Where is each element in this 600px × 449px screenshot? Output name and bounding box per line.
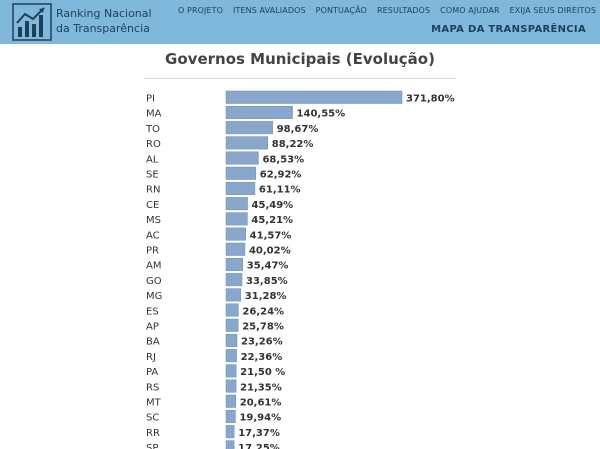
category-label-al: AL [146, 154, 159, 165]
category-label-es: ES [146, 306, 159, 317]
chart-title: Governos Municipais (Evolução) [165, 50, 435, 68]
category-label-go: GO [146, 276, 162, 287]
category-label-sp: SP [146, 443, 158, 449]
nav-pontuacao[interactable]: PONTUAÇÃO [315, 6, 367, 15]
logo-chart-icon[interactable] [12, 3, 52, 41]
bar-to[interactable] [225, 121, 273, 135]
bar-ce[interactable] [225, 197, 248, 211]
bar-sp[interactable] [225, 440, 235, 449]
bar-mg[interactable] [225, 288, 242, 302]
nav-resultados[interactable]: RESULTADOS [376, 6, 431, 15]
category-label-ma: MA [146, 109, 162, 120]
value-label-pi: 371,80% [406, 94, 455, 105]
category-label-ro: RO [146, 139, 161, 150]
bar-mt[interactable] [225, 394, 237, 408]
category-label-am: AM [146, 261, 161, 272]
category-label-pi: PI [146, 94, 155, 105]
category-label-rj: RJ [146, 352, 156, 363]
value-label-ma: 140,55% [297, 109, 346, 120]
value-label-al: 68,53% [262, 154, 304, 165]
value-label-ap: 25,78% [242, 322, 284, 333]
category-label-se: SE [146, 170, 159, 181]
value-label-am: 35,47% [247, 261, 289, 272]
value-label-se: 62,92% [260, 170, 302, 181]
main-nav: O PROJETO ITENS AVALIADOS PONTUAÇÃO RESU… [178, 6, 596, 20]
value-label-rr: 17,37% [238, 428, 280, 439]
value-label-ba: 23,26% [241, 337, 283, 348]
value-label-mt: 20,61% [240, 398, 282, 409]
bar-pi[interactable] [225, 90, 403, 104]
value-label-sp: 17,25% [238, 443, 280, 449]
value-label-mg: 31,28% [245, 291, 287, 302]
bar-sc[interactable] [225, 409, 236, 423]
category-label-mt: MT [146, 398, 162, 409]
bar-rn[interactable] [225, 181, 256, 195]
bar-ma[interactable] [225, 105, 293, 119]
bar-es[interactable] [225, 303, 239, 317]
value-label-pa: 21,50 % [240, 367, 285, 378]
value-label-rs: 21,35% [240, 382, 282, 393]
category-label-sc: SC [146, 413, 159, 424]
category-label-ac: AC [146, 230, 160, 241]
category-label-rn: RN [146, 185, 160, 196]
category-label-rs: RS [146, 382, 159, 393]
category-label-pr: PR [146, 246, 159, 257]
bar-ms[interactable] [225, 212, 248, 226]
category-label-ba: BA [146, 337, 160, 348]
nav-itens-avaliados[interactable]: ITENS AVALIADOS [233, 6, 306, 15]
brand-line-1: Ranking Nacional [56, 7, 152, 20]
value-label-ms: 45,21% [251, 215, 293, 226]
bar-am[interactable] [225, 257, 244, 271]
value-label-rj: 22,36% [241, 352, 283, 363]
value-label-pr: 40,02% [249, 246, 291, 257]
value-label-ce: 45,49% [252, 200, 294, 211]
bar-rj[interactable] [225, 349, 237, 363]
bar-ac[interactable] [225, 227, 246, 241]
bar-ro[interactable] [225, 136, 269, 150]
category-label-mg: MG [146, 291, 162, 302]
category-label-to: TO [145, 124, 160, 135]
bar-go[interactable] [225, 273, 243, 287]
category-label-ms: MS [146, 215, 161, 226]
category-label-ap: AP [146, 322, 159, 333]
bar-se[interactable] [225, 166, 257, 180]
map-link[interactable]: MAPA DA TRANSPARÊNCIA [431, 24, 586, 35]
value-label-go: 33,85% [246, 276, 288, 287]
value-label-ac: 41,57% [250, 230, 292, 241]
category-label-pa: PA [146, 367, 158, 378]
bar-ba[interactable] [225, 333, 238, 347]
bar-pa[interactable] [225, 364, 237, 378]
bar-al[interactable] [225, 151, 259, 165]
bar-pr[interactable] [225, 242, 246, 256]
value-label-sc: 19,94% [239, 413, 281, 424]
category-label-rr: RR [146, 428, 160, 439]
bar-ap[interactable] [225, 318, 239, 332]
bar-rr[interactable] [225, 425, 235, 439]
category-label-ce: CE [146, 200, 159, 211]
value-label-es: 26,24% [242, 306, 284, 317]
nav-como-ajudar[interactable]: COMO AJUDAR [440, 6, 500, 15]
title-divider [144, 78, 456, 79]
value-label-ro: 88,22% [272, 139, 314, 150]
bar-rs[interactable] [225, 379, 237, 393]
brand-name[interactable]: Ranking Nacional da Transparência [56, 6, 176, 36]
nav-o-projeto[interactable]: O PROJETO [178, 6, 224, 15]
nav-exija-seus-direitos[interactable]: EXIJA SEUS DIREITOS [509, 6, 597, 15]
site-header: Ranking Nacional da Transparência O PROJ… [0, 0, 600, 44]
brand-line-2: da Transparência [56, 22, 150, 35]
value-label-rn: 61,11% [259, 185, 301, 196]
value-label-to: 98,67% [277, 124, 319, 135]
